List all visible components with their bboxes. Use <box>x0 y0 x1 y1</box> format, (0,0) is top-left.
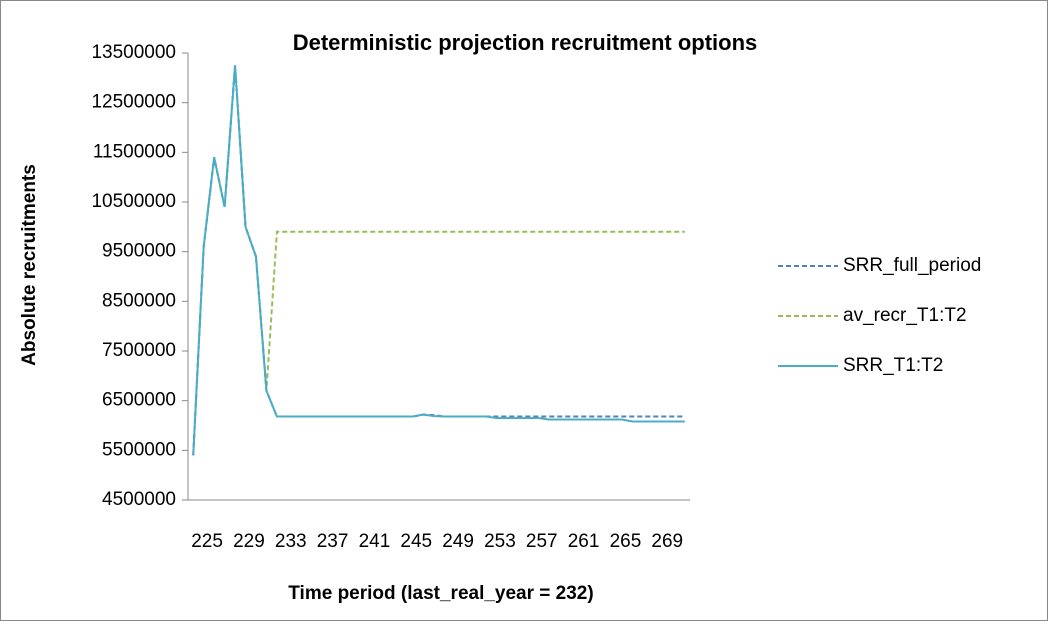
x-tick-label: 241 <box>359 531 391 552</box>
y-tick-label: 7500000 <box>102 340 176 361</box>
x-tick-label: 261 <box>568 531 600 552</box>
x-tick-label: 237 <box>317 531 349 552</box>
y-axis-label: Absolute recruitments <box>19 164 40 366</box>
x-tick-label: 249 <box>442 531 474 552</box>
series-line <box>192 65 685 456</box>
series-line <box>192 65 685 456</box>
x-tick-label: 245 <box>400 531 432 552</box>
chart-title: Deterministic projection recruitment opt… <box>293 30 758 55</box>
y-tick-label: 6500000 <box>102 390 176 411</box>
x-tick-label: 265 <box>610 531 642 552</box>
legend-label: SRR_full_period <box>843 255 981 276</box>
legend-label: SRR_T1:T2 <box>843 355 943 376</box>
y-tick-label: 10500000 <box>91 191 176 212</box>
y-tick-label: 13500000 <box>91 42 176 63</box>
y-tick-label: 5500000 <box>102 439 176 460</box>
x-tick-label: 269 <box>651 531 683 552</box>
y-tick-label: 12500000 <box>91 92 176 113</box>
x-tick-label: 225 <box>191 531 223 552</box>
y-tick-label: 11500000 <box>93 141 176 162</box>
legend-label: av_recr_T1:T2 <box>843 305 967 326</box>
x-tick-label: 229 <box>233 531 265 552</box>
x-tick-label: 257 <box>526 531 558 552</box>
y-tick-label: 8500000 <box>102 290 176 311</box>
y-tick-label: 4500000 <box>102 489 176 510</box>
y-tick-label: 9500000 <box>102 241 176 262</box>
x-tick-label: 233 <box>275 531 307 552</box>
x-axis-label: Time period (last_real_year = 232) <box>288 583 593 604</box>
x-tick-label: 253 <box>484 531 516 552</box>
